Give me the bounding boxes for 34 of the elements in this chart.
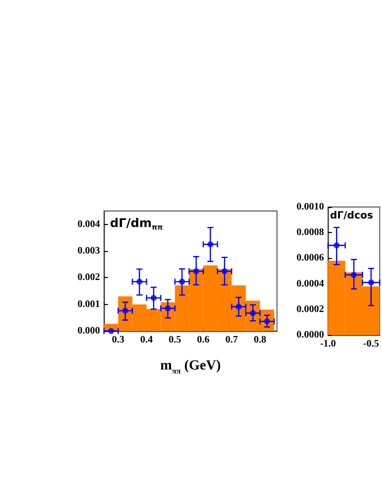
point [193,268,200,274]
point [108,328,114,334]
y-tick-label: 0.0000 [296,330,324,340]
x-tick-label: -0.5 [363,338,380,350]
point [350,272,357,278]
point [164,305,171,312]
y-tick-label: 0.0010 [296,202,324,212]
point [250,310,256,316]
chart-title: dΓ/dcos [330,210,374,222]
x-tick-label: 0.3 [112,334,124,346]
x-tick-label: 0.4 [140,334,153,346]
y-tick-label: 0.003 [78,246,100,256]
point [236,304,242,310]
point [368,280,374,286]
point [334,242,340,248]
y-tick-label: 0.001 [78,298,100,310]
point [179,278,185,285]
y-tick-label: 0.000 [78,326,100,336]
x-tick-label: -1.0 [320,338,336,350]
y-tick-label: 0.004 [78,218,100,230]
y-tick-label: 0.0002 [296,304,324,315]
x-tick-label: 0.7 [225,334,238,346]
point [136,278,142,285]
point [207,241,214,248]
x-tick-label: 0.6 [197,334,210,346]
point [150,294,157,301]
point [222,268,228,274]
x-tick-label: 0.8 [254,334,266,346]
y-tick-label: 0.002 [78,272,100,284]
x-tick-label: 0.5 [168,334,182,346]
y-tick-label: 0.0004 [296,278,324,290]
point [122,308,128,314]
y-tick-label: 0.0008 [296,227,324,238]
y-tick-label: 0.0006 [296,252,324,264]
